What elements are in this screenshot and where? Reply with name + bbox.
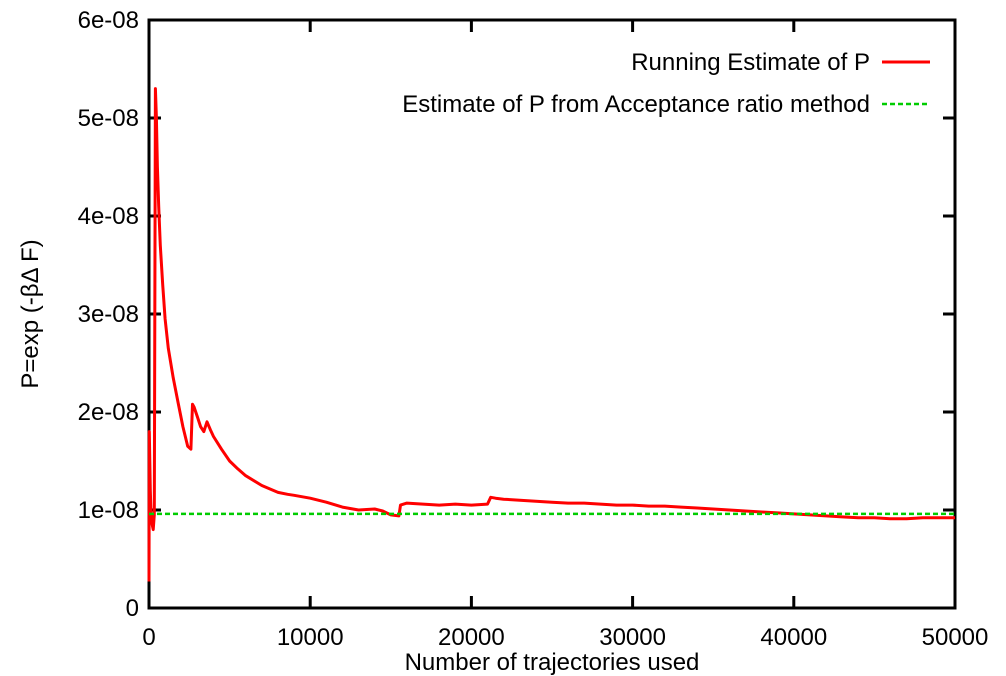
x-tick-label: 40000 <box>760 624 827 651</box>
y-tick-label: 1e-08 <box>78 497 139 524</box>
y-tick-label: 3e-08 <box>78 301 139 328</box>
y-axis-title: P=exp (-βΔ F) <box>17 239 44 388</box>
y-tick-label: 2e-08 <box>78 399 139 426</box>
y-axis-ticks: 0 1e-08 2e-08 3e-08 4e-08 5e-08 6e-08 <box>78 7 955 622</box>
x-tick-label: 30000 <box>599 624 666 651</box>
x-axis-title: Number of trajectories used <box>405 649 700 676</box>
series-layer <box>147 87 955 582</box>
x-tick-label: 50000 <box>922 624 989 651</box>
x-tick-label: 20000 <box>438 624 505 651</box>
x-axis-ticks: 0 10000 20000 30000 40000 50000 <box>142 20 988 651</box>
x-tick-label: 0 <box>142 624 155 651</box>
x-tick-label: 10000 <box>277 624 344 651</box>
y-tick-label: 4e-08 <box>78 203 139 230</box>
y-tick-label: 0 <box>126 595 139 622</box>
legend: Running Estimate of P Estimate of P from… <box>402 49 930 118</box>
legend-label-acceptance-ratio: Estimate of P from Acceptance ratio meth… <box>402 91 870 118</box>
series-line-running-estimate <box>147 87 955 582</box>
y-tick-label: 5e-08 <box>78 105 139 132</box>
y-tick-label: 6e-08 <box>78 7 139 34</box>
legend-label-running-estimate: Running Estimate of P <box>631 49 870 76</box>
